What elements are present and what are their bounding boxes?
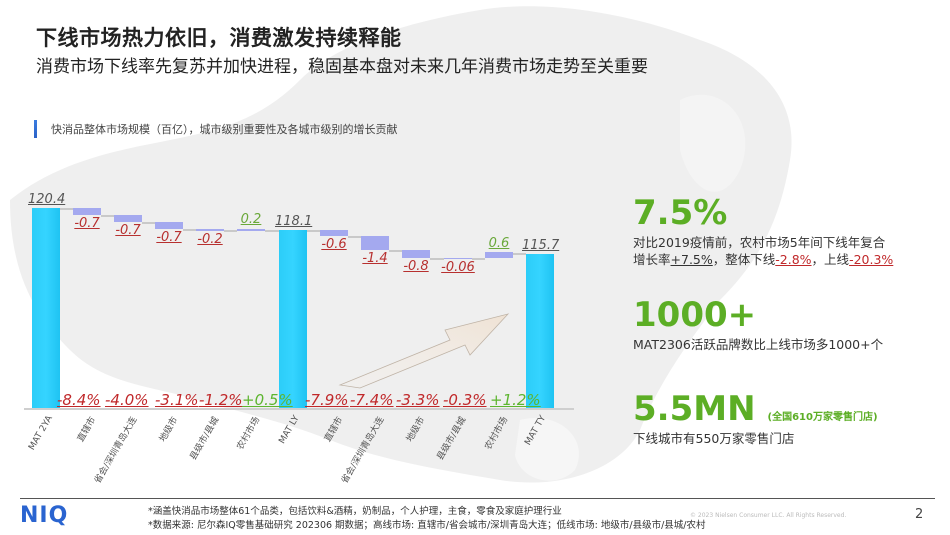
connector-line [60, 208, 73, 210]
x-tick-label: MAT TY [523, 414, 549, 448]
copyright: © 2023 Nielsen Consumer LLC. All Rights … [690, 512, 847, 519]
rural-growth-value: +7.5% [670, 252, 713, 267]
growth-label: -4.0% [105, 391, 149, 409]
lowtier-growth-value: -2.8% [775, 252, 812, 267]
connector-line [307, 230, 320, 232]
stat-subnote: (全国610万家零售门店) [767, 412, 878, 423]
footer-divider [20, 498, 935, 499]
chart-caption-text: 快消品整体市场规模（百亿），城市级别重要性及各城市级别的增长贡献 [51, 123, 398, 136]
bar-2ya-tier2 [114, 215, 142, 222]
growth-label: -1.2% [199, 391, 243, 409]
x-tick-label: 农村市场 [235, 415, 263, 452]
bar-ly-tier1 [320, 230, 348, 236]
chart-baseline [24, 408, 574, 410]
bar-mat-ly [279, 230, 307, 408]
connector-line [513, 253, 526, 255]
connector-line [101, 215, 114, 217]
value-label: 115.7 [522, 238, 560, 253]
connector-line [265, 230, 279, 232]
stat-active-brands: 1000+ MAT2306活跃品牌数比上线市场多1000+个 [633, 298, 883, 353]
page-subtitle: 消费市场下线率先复苏并加快进程，稳固基本盘对未来几年消费市场走势至关重要 [36, 57, 648, 77]
x-tick-label: 省会/深圳青岛大连 [93, 415, 140, 486]
x-tick-label: 直辖市 [323, 415, 346, 444]
stat-value: 7.5% [633, 193, 728, 233]
text: ，上线 [811, 252, 850, 267]
stat-value: 5.5MN [633, 389, 756, 429]
bar-ly-rural [485, 252, 513, 258]
connector-line [224, 230, 237, 232]
trend-arrow-icon [338, 313, 510, 389]
value-label: -0.6 [321, 237, 347, 252]
stat-desc-line: 增长率+7.5%，整体下线-2.8%，上线-20.3% [633, 251, 893, 268]
chart-caption: 快消品整体市场规模（百亿），城市级别重要性及各城市级别的增长贡献 [34, 120, 398, 138]
connector-line [430, 258, 444, 260]
stat-desc-line: 对比2019疫情前，农村市场5年间下线年复合 [633, 235, 886, 250]
stat-description: MAT2306活跃品牌数比上线市场多1000+个 [633, 337, 884, 352]
text: ，整体下线 [712, 252, 776, 267]
growth-label: -7.4% [350, 391, 394, 409]
text: 增长率 [633, 252, 671, 267]
page-number: 2 [915, 507, 924, 522]
bar-mat-ty [526, 254, 554, 408]
x-tick-label: 县级市/县城 [435, 415, 469, 463]
footnote-scope: *涵盖快消品市场整体61个品类，包括饮料&酒精，奶制品，个人护理，主食，零食及家… [148, 506, 562, 517]
value-label: 118.1 [275, 214, 313, 229]
growth-label: +1.2% [490, 391, 541, 409]
bar-mat-2ya [32, 208, 60, 408]
stat-rural-cagr: 7.5% 对比2019疫情前，农村市场5年间下线年复合 增长率+7.5%，整体下… [633, 196, 893, 268]
x-tick-label: 县级市/县城 [188, 415, 222, 463]
bar-ly-tier2 [361, 236, 389, 250]
x-tick-label: MAT LY [277, 414, 302, 446]
x-tick-label: 农村市场 [483, 415, 511, 452]
value-label: -0.06 [441, 260, 475, 275]
growth-label: -7.9% [305, 391, 349, 409]
caption-accent-bar [34, 120, 37, 138]
x-tick-label: 地级市 [158, 415, 181, 444]
bar-2ya-tier4 [196, 229, 224, 231]
bar-2ya-rural [237, 229, 265, 231]
niq-logo: NIQ [20, 503, 69, 528]
footnote-source: *数据来源: 尼尔森IQ零售基础研究 202306 期数据；高线市场: 直辖市/… [148, 520, 706, 531]
growth-label: -0.3% [443, 391, 487, 409]
value-label: -0.7 [156, 230, 182, 245]
stat-retail-stores: 5.5MN (全国610万家零售门店) 下线城市有550万家零售门店 [633, 392, 878, 447]
connector-line [183, 229, 196, 231]
value-label: -1.4 [362, 251, 388, 266]
connector-line [142, 222, 155, 224]
growth-label: -8.4% [57, 391, 101, 409]
bar-ly-tier4 [444, 258, 472, 259]
growth-label: -3.1% [155, 391, 199, 409]
value-label: -0.7 [115, 223, 141, 238]
growth-label: +0.5% [242, 391, 293, 409]
x-tick-label: MAT 2YA [26, 414, 55, 453]
value-label: -0.7 [74, 216, 100, 231]
hightier-growth-value: -20.3% [849, 252, 894, 267]
x-tick-label: 省会/深圳青岛大连 [340, 415, 387, 486]
bar-ly-tier3 [402, 250, 430, 258]
connector-line [348, 236, 361, 238]
bar-2ya-tier1 [73, 208, 101, 215]
bar-2ya-tier3 [155, 222, 183, 229]
x-tick-label: 直辖市 [76, 415, 99, 444]
value-label: 120.4 [28, 192, 66, 207]
value-label: -0.8 [403, 259, 429, 274]
connector-line [472, 258, 485, 260]
value-label: 0.2 [240, 212, 262, 227]
stat-description: 下线城市有550万家零售门店 [633, 431, 795, 446]
value-label: 0.6 [488, 236, 510, 251]
waterfall-chart: 120.4 -0.7 -0.7 -0.7 -0.2 0.2 118.1 -0.6… [24, 192, 574, 486]
value-label: -0.2 [197, 232, 223, 247]
x-tick-label: 地级市 [405, 415, 428, 444]
stat-description: 对比2019疫情前，农村市场5年间下线年复合 增长率+7.5%，整体下线-2.8… [633, 234, 893, 268]
growth-label: -3.3% [396, 391, 440, 409]
connector-line [389, 250, 402, 252]
stat-value: 1000+ [633, 295, 757, 335]
page-title: 下线市场热力依旧，消费激发持续释能 [36, 26, 402, 50]
